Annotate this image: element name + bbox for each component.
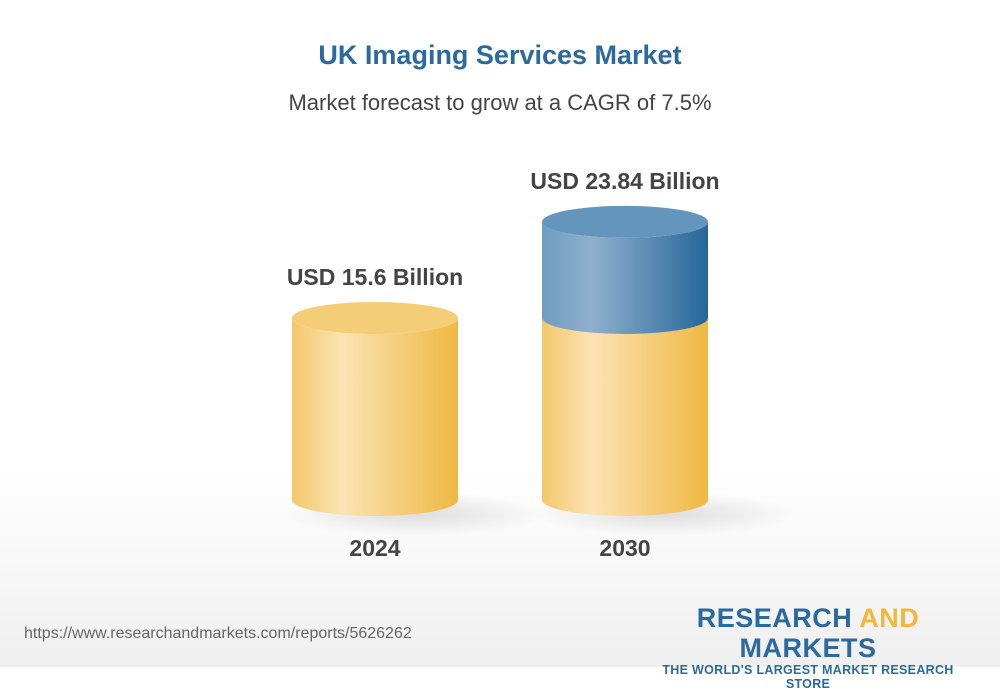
chart-subtitle: Market forecast to grow at a CAGR of 7.5…	[288, 90, 712, 115]
chart: USD 15.6 Billion 2024 USD 23.84 Billion 203…	[282, 168, 798, 561]
bar-base-2030	[542, 318, 708, 516]
source-url[interactable]: https://www.researchandmarkets.com/repor…	[24, 625, 412, 642]
logo: RESEARCH AND MARKETS THE WORLD'S LARGEST…	[662, 603, 954, 691]
bar-growth-2030	[542, 221, 708, 334]
data-label: USD 23.84 Billion	[530, 168, 719, 194]
data-label: USD 15.6 Billion	[287, 264, 463, 290]
category-label: 2024	[349, 535, 400, 561]
bar-top-2024	[292, 302, 458, 334]
bar-top-2030	[542, 205, 708, 238]
category-label: 2030	[599, 535, 650, 561]
chart-title: UK Imaging Services Market	[318, 40, 682, 70]
bar-base-2024	[292, 318, 458, 516]
